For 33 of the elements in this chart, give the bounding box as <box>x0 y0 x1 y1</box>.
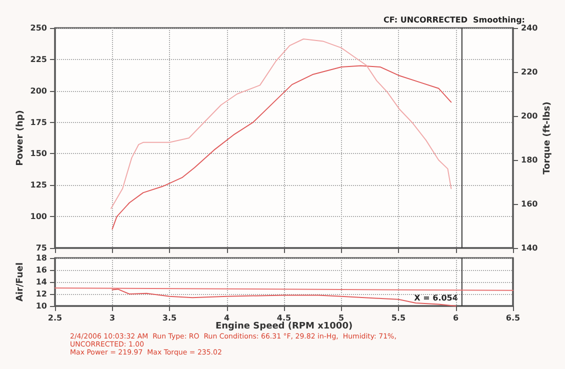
y-tick-label: 125 <box>30 180 48 190</box>
y-tick-label: 18 <box>36 254 48 262</box>
y-tick-label: 250 <box>30 24 48 32</box>
y2-tick-label: 180 <box>521 156 538 164</box>
y-tick-label: 175 <box>30 118 48 127</box>
y-tick-label: 16 <box>36 266 48 274</box>
x-axis-title: Engine Speed (RPM x1000) <box>215 322 353 332</box>
y2-axis-title: Torque (ft-lbs) <box>542 102 552 174</box>
y-tick-label: 12 <box>36 290 47 298</box>
x-tick-label: 3 <box>109 314 116 322</box>
y-tick-label: 200 <box>30 86 48 96</box>
x-tick-label: 5 <box>338 314 344 322</box>
y-axis-title: Air/Fuel <box>16 262 26 302</box>
y-tick-label: 10 <box>36 302 48 310</box>
y-tick-label: 75 <box>36 244 48 252</box>
x-tick-label: 6 <box>452 314 459 322</box>
y-axis-title: Power (hp) <box>16 110 26 166</box>
x-tick-label: 6.5 <box>506 314 521 322</box>
x-tick-label: 4.5 <box>276 314 292 322</box>
y2-tick-label: 240 <box>521 24 538 32</box>
y2-tick-label: 200 <box>521 112 538 120</box>
x-tick-label: 4 <box>224 314 230 322</box>
x-tick-label: 2.5 <box>48 314 63 322</box>
y2-tick-label: 140 <box>521 244 538 252</box>
y2-tick-label: 160 <box>521 200 538 208</box>
x-tick-label: 5.5 <box>391 314 406 322</box>
y-tick-label: 150 <box>30 149 48 158</box>
text: CF: UNCORRECTED Smoothing: <box>383 16 526 24</box>
y-tick-label: 100 <box>30 212 48 222</box>
y-tick-label: 225 <box>30 54 48 64</box>
y-tick-label: 14 <box>36 278 48 286</box>
x-tick-label: 3.5 <box>162 314 178 322</box>
y2-tick-label: 220 <box>521 68 538 76</box>
